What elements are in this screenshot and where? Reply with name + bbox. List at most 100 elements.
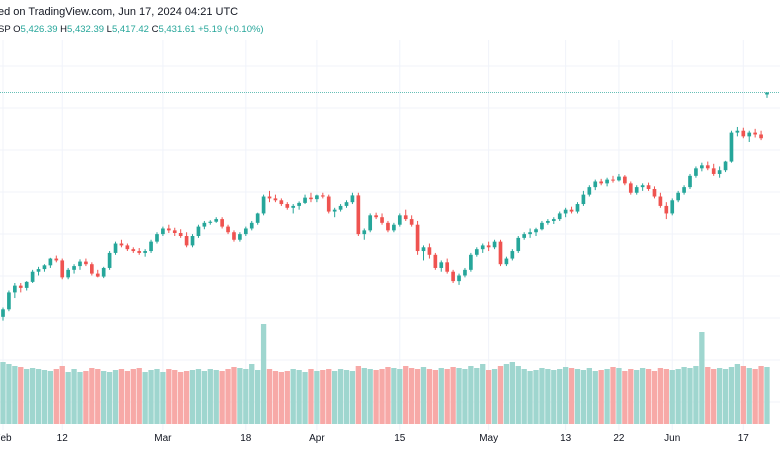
- candle-body: [7, 292, 11, 310]
- volume-bar: [207, 369, 213, 424]
- candle-body: [469, 254, 473, 270]
- open-value: 5,426.39: [20, 24, 58, 35]
- volume-bar: [53, 369, 59, 424]
- candle-body: [403, 215, 408, 220]
- candle-body: [409, 219, 414, 225]
- candle-body: [131, 249, 136, 252]
- candle-body: [682, 187, 686, 193]
- volume-bar: [527, 371, 533, 424]
- volume-bar: [278, 372, 285, 424]
- volume-bar: [101, 371, 107, 424]
- high-value: 5,432.39: [67, 24, 105, 35]
- volume-bar: [497, 366, 504, 424]
- volume-bar: [574, 369, 581, 424]
- candle-body: [563, 209, 568, 214]
- candle-body: [445, 262, 450, 272]
- volume-bar: [361, 368, 367, 424]
- volume-bar: [130, 369, 136, 424]
- volume-bar: [669, 370, 675, 424]
- volume-bar: [722, 369, 729, 424]
- volume-bar: [355, 366, 362, 424]
- volume-bar: [284, 371, 290, 424]
- candle-body: [249, 222, 254, 229]
- candle-body: [457, 275, 461, 282]
- volume-bar: [290, 369, 296, 424]
- volume-bar: [326, 369, 332, 424]
- candle-body: [634, 187, 639, 193]
- volume-bar: [681, 367, 687, 424]
- candle-body: [587, 187, 592, 195]
- candle-body: [119, 243, 124, 246]
- candle-body: [309, 197, 313, 200]
- candle-body: [155, 234, 159, 242]
- volume-bar: [320, 370, 326, 424]
- candle-body: [735, 130, 740, 133]
- candle-body: [711, 168, 716, 174]
- close-label: C: [151, 24, 159, 35]
- volume-bar: [331, 371, 338, 424]
- volume-bar: [373, 370, 379, 424]
- candle-body: [101, 267, 106, 277]
- x-tick-label: Feb: [0, 433, 12, 444]
- x-axis: Feb 12 Mar 18 Apr 15 May 13 22 Jun 17: [0, 433, 749, 444]
- change-value: +5.19 (+0.10%): [198, 24, 264, 35]
- volume-bar: [148, 370, 154, 424]
- candle-body: [581, 194, 586, 205]
- volume-bar: [551, 370, 557, 424]
- low-label: L: [106, 24, 112, 35]
- volume-bar: [699, 332, 705, 424]
- candle-body: [421, 247, 426, 252]
- volume-bar: [562, 367, 569, 424]
- volume-bar: [314, 371, 320, 424]
- volume-bar: [379, 369, 385, 424]
- grid-lines: [0, 0, 780, 430]
- candle-body: [646, 185, 651, 189]
- volume-bar: [41, 370, 48, 424]
- candle-body: [628, 183, 633, 193]
- candle-body: [350, 195, 355, 203]
- candle-body: [415, 224, 420, 252]
- candle-body: [380, 217, 384, 223]
- volume-bar: [77, 372, 83, 424]
- volume-bar: [414, 369, 421, 424]
- candle-body: [356, 195, 361, 235]
- low-value: 5,417.42: [111, 24, 149, 35]
- volume-bar: [35, 369, 42, 424]
- volume-bar: [716, 368, 723, 424]
- volume-bar: [302, 372, 308, 424]
- candle-body: [297, 202, 301, 206]
- open-label: O: [13, 24, 21, 35]
- candle-body: [676, 192, 680, 201]
- candle-body: [705, 165, 710, 169]
- volume-bar: [533, 370, 539, 424]
- candle-body: [166, 228, 171, 231]
- volume-bar: [272, 371, 279, 424]
- candle-body: [551, 219, 556, 221]
- x-tick-label: 17: [738, 433, 750, 444]
- volume-bar: [403, 366, 409, 424]
- close-value: 5,431.61: [158, 24, 196, 35]
- candle-body: [1, 309, 5, 317]
- volume-bars: [0, 324, 770, 424]
- high-label: H: [60, 24, 68, 35]
- candle-body: [492, 241, 497, 248]
- volume-bar: [539, 368, 545, 424]
- volume-bar: [349, 371, 356, 424]
- volume-bar: [59, 366, 65, 424]
- volume-bar: [675, 369, 681, 424]
- candle-body: [640, 185, 645, 188]
- candle-body: [226, 226, 230, 233]
- candle-body: [729, 132, 734, 162]
- volume-bar: [509, 362, 515, 424]
- candle-body: [540, 222, 544, 230]
- candle-body: [528, 232, 532, 235]
- candle-body: [397, 215, 402, 225]
- candle-body: [569, 209, 574, 212]
- volume-bar: [189, 370, 196, 424]
- candle-body: [143, 251, 147, 253]
- candle-body: [13, 285, 17, 293]
- volume-bar: [545, 369, 551, 424]
- volume-bar: [628, 369, 634, 424]
- candle-body: [386, 222, 390, 231]
